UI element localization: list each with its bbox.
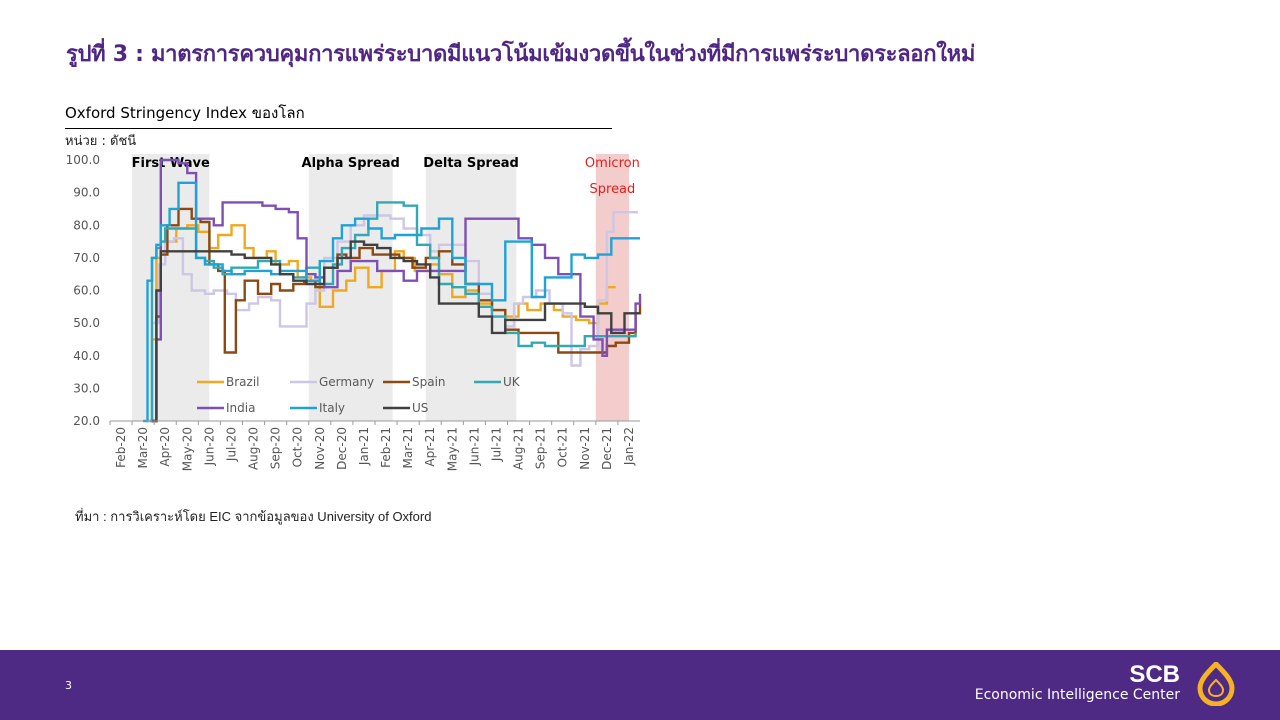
legend-label-uk: UK (503, 375, 521, 389)
x-tick-label: Feb-20 (114, 427, 128, 468)
footer-bar: 3 SCB Economic Intelligence Center (0, 650, 1280, 720)
x-tick-label: Jul-21 (489, 427, 503, 462)
shaded-period-label-3-1: Spread (590, 182, 636, 197)
x-tick-label: Jul-20 (224, 427, 238, 462)
legend-label-italy: Italy (319, 401, 345, 415)
x-tick-label: Feb-21 (379, 427, 393, 468)
series-line-india (152, 158, 642, 423)
x-tick-label: Aug-20 (247, 427, 261, 470)
unit-label: หน่วย : ดัชนี (65, 134, 137, 149)
shaded-period-2 (425, 154, 517, 421)
y-tick-label: 30.0 (73, 381, 100, 395)
x-tick-label: Sep-21 (534, 427, 548, 469)
x-tick-label: Apr-21 (423, 427, 437, 467)
x-tick-label: Aug-21 (512, 427, 526, 470)
y-tick-label: 20.0 (73, 414, 100, 428)
scb-logo-icon (1197, 662, 1235, 706)
chart-title: Oxford Stringency Index ของโลก (65, 101, 612, 129)
shaded-periods: First Wave Alpha Spread Delta Spread Omicro… (132, 154, 640, 421)
y-tick-label: 60.0 (73, 284, 100, 298)
shaded-period-label-0-0: First Wave (132, 156, 210, 171)
shaded-period-label-2-0: Delta Spread (423, 156, 519, 171)
x-tick-label: Jun-21 (467, 427, 481, 466)
legend-label-brazil: Brazil (226, 375, 260, 389)
x-tick-label: Mar-20 (136, 427, 150, 468)
y-tick-label: 70.0 (73, 251, 100, 265)
x-tick-label: Oct-20 (291, 427, 305, 467)
x-tick-label: Apr-20 (158, 427, 172, 467)
x-tick-label: May-20 (180, 427, 194, 471)
shaded-period-label-3-0: Omicron (585, 156, 640, 171)
x-tick-label: Oct-21 (556, 427, 570, 467)
x-tick-label: Jan-22 (622, 427, 636, 466)
series-line-spain (152, 207, 642, 423)
x-tick-label: Sep-20 (269, 427, 283, 469)
y-tick-label: 40.0 (73, 349, 100, 363)
legend: Brazil Germany Spain UK India Italy US (197, 375, 521, 415)
stringency-chart: First Wave Alpha Spread Delta Spread Omicro… (66, 153, 642, 471)
x-tick-label: Jan-21 (357, 427, 371, 466)
x-tick-label: Mar-21 (401, 427, 415, 468)
x-tick-label: Dec-20 (335, 427, 349, 470)
slide-title: รูปที่ 3 : มาตรการควบคุมการแพร่ระบาดมีแน… (66, 42, 976, 67)
series-line-us (152, 240, 640, 423)
legend-label-india: India (226, 401, 255, 415)
x-tick-label: May-21 (445, 427, 459, 471)
legend-label-germany: Germany (319, 375, 374, 389)
source-note: ที่มา : การวิเคราะห์โดย EIC จากข้อมูลของ… (75, 509, 432, 524)
series-line-germany (147, 211, 638, 423)
legend-label-spain: Spain (412, 375, 446, 389)
series-line-brazil (149, 224, 616, 423)
brand-name: SCB (1129, 661, 1180, 688)
page-number: 3 (65, 679, 72, 692)
x-tick-label: Jun-20 (202, 427, 216, 466)
series-line-italy (143, 181, 640, 423)
y-tick-label: 80.0 (73, 218, 100, 232)
y-tick-label: 50.0 (73, 316, 100, 330)
y-tick-label: 100.0 (66, 153, 100, 167)
brand-subtitle: Economic Intelligence Center (974, 687, 1180, 703)
series-lines (143, 158, 642, 423)
shaded-period-label-1-0: Alpha Spread (302, 156, 400, 171)
x-tick-label: Dec-21 (600, 427, 614, 470)
x-tick-label: Nov-21 (578, 427, 592, 470)
y-tick-label: 90.0 (73, 186, 100, 200)
legend-label-us: US (412, 401, 428, 415)
x-tick-label: Nov-20 (313, 427, 327, 470)
axes: 20.0 30.0 40.0 50.0 60.0 70.0 80.0 90.0 100.0 Feb… (66, 153, 640, 471)
